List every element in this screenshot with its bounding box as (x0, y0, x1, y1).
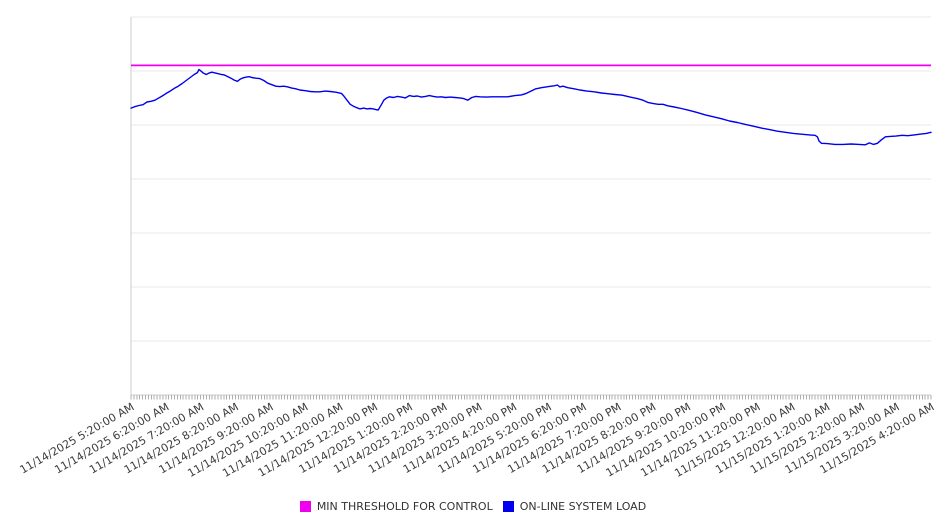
legend-item-min-threshold: MIN THRESHOLD FOR CONTROL (299, 499, 493, 513)
x-axis-minor-ticks (130, 395, 932, 400)
min-threshold-label: MIN THRESHOLD FOR CONTROL (316, 499, 493, 513)
online-system-load-line (130, 68, 932, 146)
chart-legend: MIN THRESHOLD FOR CONTROL ON-LINE SYSTEM… (0, 497, 946, 515)
legend-item-online-system-load: ON-LINE SYSTEM LOAD (502, 499, 647, 513)
online-system-load-label: ON-LINE SYSTEM LOAD (519, 499, 647, 513)
online-system-load-swatch (502, 500, 514, 512)
min-threshold-swatch (299, 500, 311, 512)
